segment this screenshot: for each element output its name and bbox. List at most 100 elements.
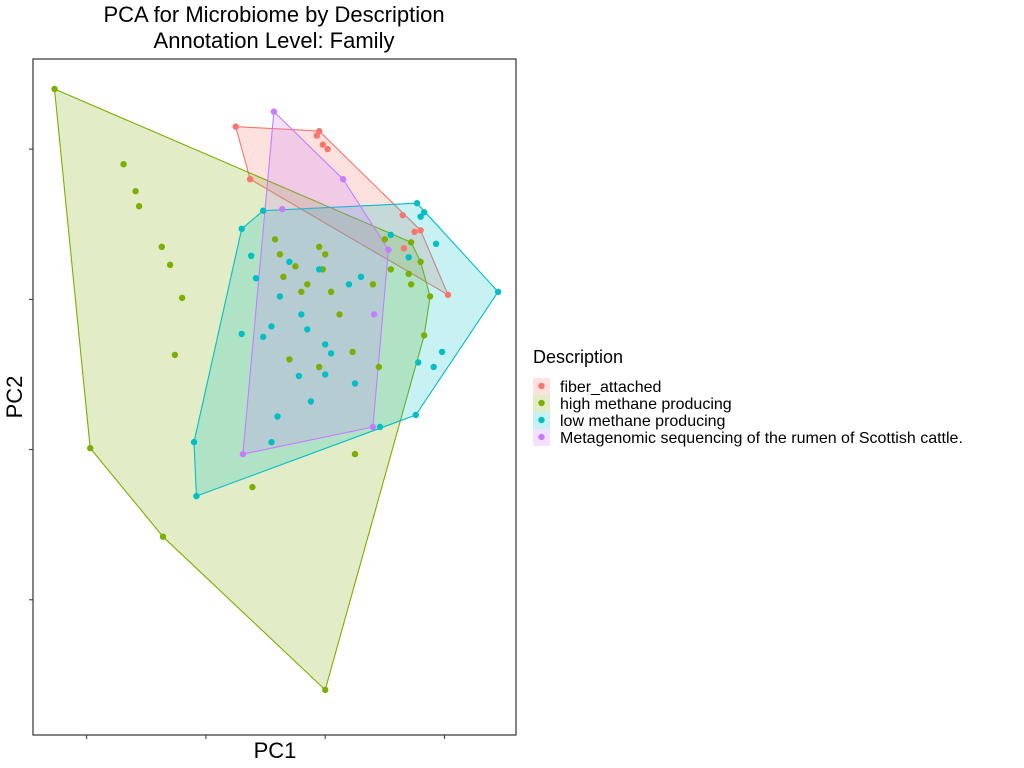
data-point bbox=[349, 348, 356, 356]
data-point bbox=[132, 188, 139, 195]
data-point bbox=[190, 438, 198, 446]
data-point bbox=[438, 348, 446, 356]
chart-title: PCA for Microbiome by Description Annota… bbox=[103, 2, 444, 53]
data-point bbox=[260, 207, 267, 214]
data-point bbox=[280, 273, 287, 280]
x-axis-title: PC1 bbox=[254, 738, 297, 763]
chart-title-line-2: Annotation Level: Family bbox=[154, 28, 395, 53]
legend-label: Metagenomic sequencing of the rumen of S… bbox=[560, 430, 963, 447]
data-point bbox=[178, 294, 186, 302]
data-point bbox=[51, 85, 58, 93]
data-point bbox=[270, 108, 278, 115]
data-point bbox=[376, 423, 384, 431]
data-point bbox=[426, 293, 434, 300]
data-point bbox=[171, 351, 179, 359]
axis-ticks bbox=[29, 148, 445, 739]
data-point bbox=[319, 141, 326, 148]
data-point bbox=[411, 228, 418, 235]
data-point bbox=[369, 423, 377, 431]
data-point bbox=[351, 380, 359, 387]
data-point bbox=[304, 326, 311, 333]
data-point bbox=[268, 323, 275, 330]
data-point bbox=[385, 246, 392, 253]
legend-label: low methane producing bbox=[560, 413, 725, 430]
data-point bbox=[158, 243, 165, 250]
data-point bbox=[381, 236, 388, 243]
data-point bbox=[268, 438, 275, 446]
data-point bbox=[417, 258, 424, 265]
data-point bbox=[271, 236, 279, 243]
data-point bbox=[249, 483, 256, 491]
data-point bbox=[252, 275, 260, 282]
data-point bbox=[417, 227, 424, 234]
data-point bbox=[286, 258, 293, 265]
data-point bbox=[369, 281, 377, 288]
data-point bbox=[239, 450, 247, 458]
hulls-layer bbox=[53, 88, 499, 691]
chart-title-line-1: PCA for Microbiome by Description bbox=[103, 2, 444, 27]
data-point bbox=[298, 288, 305, 295]
data-point bbox=[407, 239, 415, 246]
data-point bbox=[238, 330, 245, 338]
y-axis-title: PC2 bbox=[2, 376, 27, 419]
legend-item: low methane producing bbox=[533, 412, 725, 430]
data-point bbox=[407, 281, 415, 288]
legend-key-dot bbox=[538, 382, 545, 390]
data-point bbox=[166, 261, 174, 268]
data-point bbox=[159, 533, 167, 540]
data-point bbox=[494, 288, 502, 295]
data-point bbox=[193, 492, 200, 500]
data-point bbox=[322, 341, 329, 348]
data-point bbox=[298, 311, 305, 318]
legend-key-dot bbox=[538, 416, 545, 424]
data-point bbox=[327, 350, 335, 357]
data-point bbox=[316, 266, 323, 273]
data-point bbox=[417, 213, 424, 220]
data-point bbox=[304, 281, 311, 288]
data-point bbox=[276, 251, 284, 258]
data-point bbox=[324, 145, 331, 153]
legend-key-dot bbox=[538, 399, 545, 407]
legend-item: fiber_attached bbox=[533, 378, 661, 396]
data-point bbox=[387, 266, 394, 273]
data-point bbox=[345, 281, 353, 288]
data-point bbox=[316, 243, 323, 250]
legend-label: fiber_attached bbox=[560, 379, 661, 396]
data-point bbox=[412, 411, 419, 419]
data-point bbox=[415, 359, 422, 366]
data-point bbox=[357, 273, 365, 280]
data-point bbox=[232, 123, 239, 130]
plot-panel bbox=[32, 58, 517, 736]
data-point bbox=[370, 311, 378, 318]
data-point bbox=[421, 209, 428, 216]
data-point bbox=[405, 270, 412, 277]
data-point bbox=[322, 251, 329, 258]
points-layer bbox=[51, 85, 502, 694]
legend-item: high methane producing bbox=[533, 395, 732, 413]
data-point bbox=[432, 240, 440, 247]
data-point bbox=[322, 686, 329, 694]
data-point bbox=[295, 372, 303, 380]
data-point bbox=[87, 444, 94, 452]
data-point bbox=[246, 176, 254, 183]
data-point bbox=[400, 245, 408, 252]
hull-fiber-attached bbox=[234, 126, 450, 297]
data-point bbox=[279, 206, 286, 213]
data-point bbox=[313, 132, 320, 139]
data-point bbox=[421, 332, 428, 339]
data-point bbox=[260, 333, 267, 341]
data-point bbox=[286, 356, 293, 363]
data-point bbox=[405, 254, 412, 261]
data-point bbox=[375, 363, 383, 371]
data-point bbox=[339, 176, 347, 183]
data-point bbox=[135, 203, 143, 210]
data-point bbox=[238, 225, 245, 232]
data-point bbox=[276, 293, 284, 300]
data-point bbox=[322, 371, 329, 378]
legend-title: Description bbox=[533, 347, 623, 367]
hull-metagenomic-sequencing-of-the-rumen-of-scottish-cattle bbox=[242, 110, 389, 455]
data-point bbox=[120, 161, 127, 168]
